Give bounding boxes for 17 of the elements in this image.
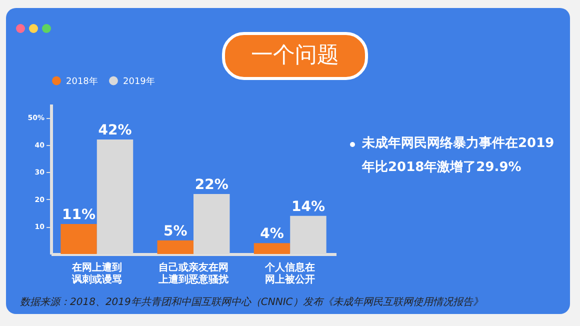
text: 11%: [62, 207, 96, 223]
text: 未成年网民网络暴力事件在2019年比2018年激增了29.9%: [360, 135, 556, 177]
legend-label: 2018年: [66, 76, 98, 87]
x-tick-label: 自己或亲友在网上遭到恶意骚扰: [158, 262, 230, 286]
text: 5%: [163, 223, 188, 240]
x-tick-label: 在网上遭到讽刺或谩骂: [70, 262, 122, 286]
legend-label: 2019年: [123, 76, 155, 87]
bar: [254, 243, 290, 254]
text: 14%: [291, 198, 325, 215]
text: 4%: [260, 226, 284, 242]
bar: [60, 224, 97, 254]
text: 22%: [194, 177, 228, 193]
x-tick-label: 个人信息在网上被公开: [264, 262, 316, 286]
chart-title: 一个问题: [222, 32, 368, 80]
text: 42%: [98, 122, 132, 138]
source-note: 数据来源：2018、2019年共青团和中国互联网中心（CNNIC）发布《未成年网民互联网使用情况报告》: [20, 296, 484, 309]
bar: [157, 240, 194, 254]
